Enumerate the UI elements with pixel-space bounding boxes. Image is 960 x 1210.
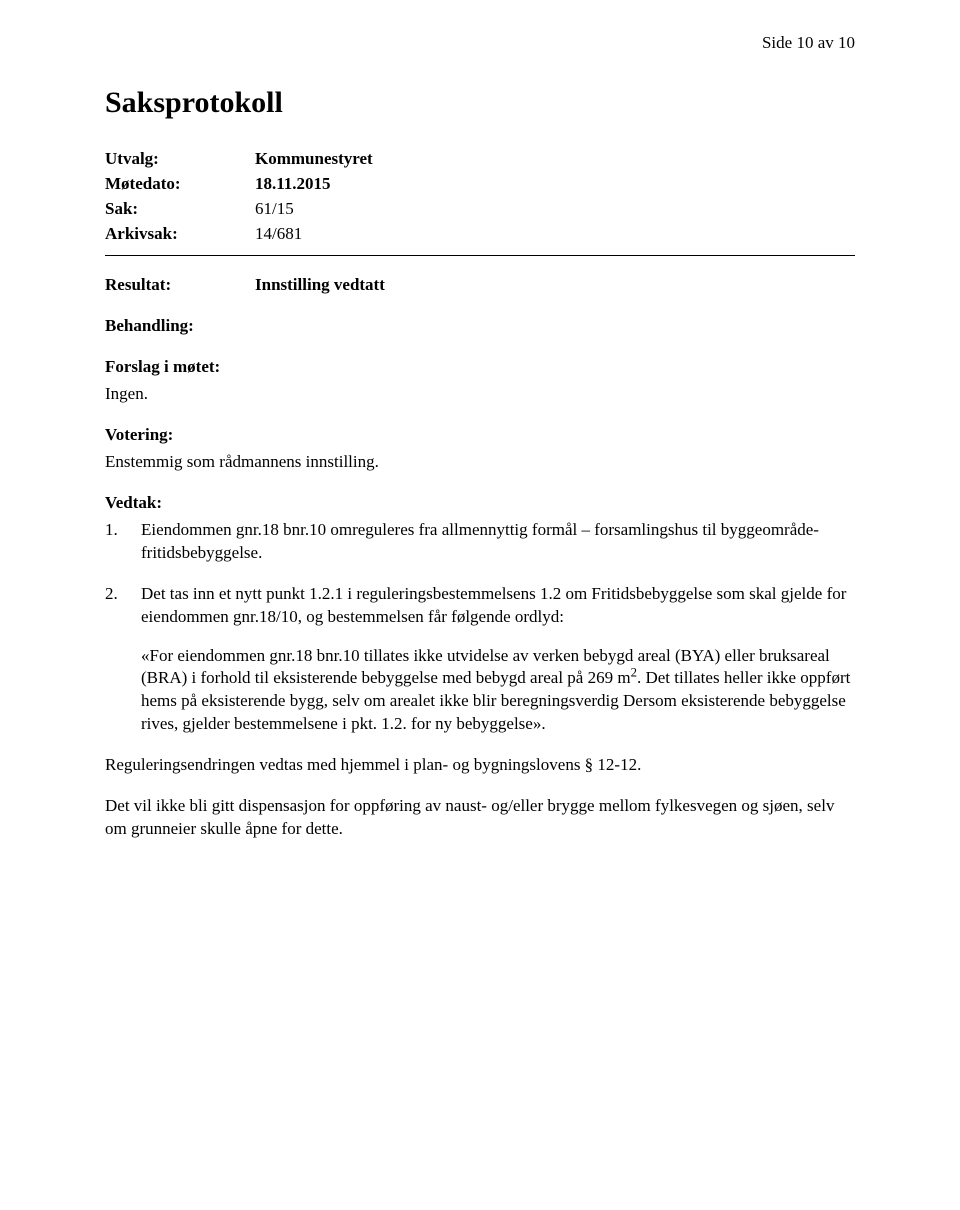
arkivsak-label: Arkivsak: — [105, 222, 255, 247]
vedtak-item-2: 2. Det tas inn et nytt punkt 1.2.1 i reg… — [141, 583, 855, 737]
vedtak-quote: «For eiendommen gnr.18 bnr.10 tillates i… — [141, 645, 855, 737]
motedato-label: Møtedato: — [105, 172, 255, 197]
sak-value: 61/15 — [255, 197, 373, 222]
votering-label: Votering: — [105, 424, 855, 447]
sak-label: Sak: — [105, 197, 255, 222]
forslag-label: Forslag i møtet: — [105, 356, 855, 379]
vedtak-num-1: 1. — [105, 519, 118, 542]
meta-table: Utvalg: Kommunestyret Møtedato: 18.11.20… — [105, 147, 373, 247]
forslag-text: Ingen. — [105, 383, 855, 406]
vedtak-list: 1. Eiendommen gnr.18 bnr.10 omreguleres … — [105, 519, 855, 737]
arkivsak-value: 14/681 — [255, 222, 373, 247]
vedtak-text-1: Eiendommen gnr.18 bnr.10 omreguleres fra… — [141, 520, 819, 562]
vedtak-section: Vedtak: 1. Eiendommen gnr.18 bnr.10 omre… — [105, 492, 855, 736]
utvalg-label: Utvalg: — [105, 147, 255, 172]
document-title: Saksprotokoll — [105, 83, 855, 124]
resultat-value: Innstilling vedtatt — [255, 274, 385, 297]
resultat-label: Resultat: — [105, 274, 255, 297]
page-number: Side 10 av 10 — [105, 32, 855, 55]
utvalg-value: Kommunestyret — [255, 147, 373, 172]
result-row: Resultat: Innstilling vedtatt — [105, 274, 855, 297]
vedtak-label: Vedtak: — [105, 492, 855, 515]
behandling-label: Behandling: — [105, 315, 855, 338]
vedtak-num-2: 2. — [105, 583, 118, 606]
vedtak-text-2a: Det tas inn et nytt punkt 1.2.1 i regule… — [141, 584, 846, 626]
votering-text: Enstemmig som rådmannens innstilling. — [105, 451, 855, 474]
motedato-value: 18.11.2015 — [255, 172, 373, 197]
vedtak-item-1: 1. Eiendommen gnr.18 bnr.10 omreguleres … — [141, 519, 855, 565]
divider — [105, 255, 855, 256]
reguleringsendring-text: Reguleringsendringen vedtas med hjemmel … — [105, 754, 855, 777]
dispensasjon-text: Det vil ikke bli gitt dispensasjon for o… — [105, 795, 855, 841]
